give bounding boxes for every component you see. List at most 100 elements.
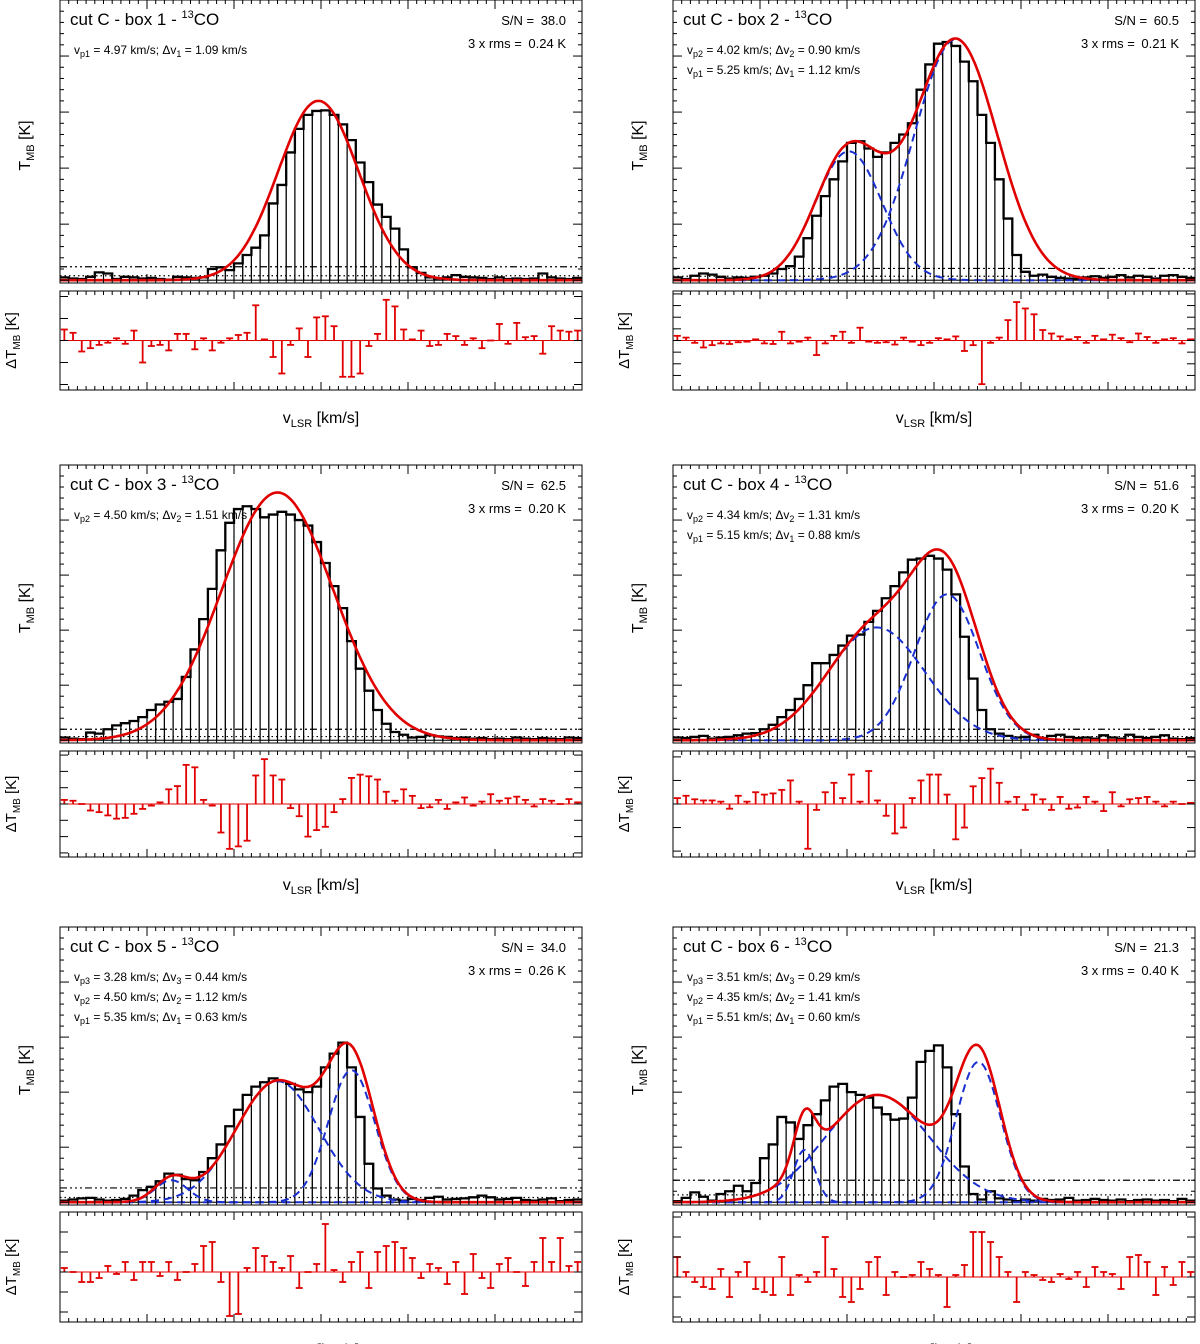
histogram-bar [294, 519, 305, 741]
rms-value: 3 x rms = 0.20 K [1081, 501, 1179, 516]
histogram-bar [259, 234, 270, 281]
residual-plot-area [60, 1223, 582, 1317]
residual-frame [672, 1211, 1196, 1323]
histogram-bar [242, 254, 252, 281]
histogram-bar [372, 709, 383, 741]
histogram-bar [337, 123, 348, 281]
residual-y-axis-label: ΔTMB [K] [3, 1239, 23, 1296]
y-axis-label: TMB [K] [17, 583, 37, 633]
histogram-bar [311, 1086, 322, 1203]
panel-5: TMB [K] cut C - box 5 - 13CO S/N = 34.0 3 x… [3, 926, 583, 1344]
histogram-bar [916, 558, 926, 741]
main-plot-area [60, 99, 582, 282]
x-axis-label: vLSR [km/s] [896, 1342, 973, 1344]
sn-value: S/N = 62.5 [501, 478, 566, 493]
sn-value: S/N = 51.6 [1114, 478, 1179, 493]
histogram-bar [942, 1066, 952, 1203]
panel-2: TMB [K] cut C - box 2 - 13CO S/N = 60.5 3 x… [616, 0, 1196, 430]
histogram-bar [276, 1080, 287, 1203]
histogram-bar [924, 63, 935, 281]
histogram-bar [863, 147, 874, 281]
histogram-bar [303, 114, 313, 281]
main-plot-area [60, 491, 582, 742]
residual-plot-area [673, 767, 1195, 850]
histogram-bar [268, 513, 279, 741]
panel-title: cut C - box 3 - 13CO [70, 474, 219, 494]
histogram-bar [968, 678, 979, 741]
histogram-bar [329, 1053, 339, 1203]
histogram-bar [802, 237, 813, 281]
y-axis-label: TMB [K] [17, 120, 37, 170]
histogram-bar [750, 1182, 761, 1203]
histogram-bar [259, 1081, 270, 1203]
histogram-bar [889, 142, 900, 281]
histogram-bar [120, 722, 131, 741]
panel-title: cut C - box 1 - 13CO [70, 9, 219, 29]
histogram-bar [881, 1113, 892, 1203]
histogram-bar [994, 178, 1005, 281]
rms-value: 3 x rms = 0.20 K [468, 501, 566, 516]
histogram-bar [811, 215, 822, 281]
histogram-bar [863, 1097, 874, 1203]
histogram-bar [811, 1113, 822, 1203]
residual-plot-area [60, 298, 582, 378]
histogram-bar [329, 585, 339, 741]
histogram-bar [916, 1061, 926, 1203]
residual-y-axis-label: ΔTMB [K] [3, 776, 23, 833]
histogram-bar [311, 110, 322, 281]
sn-value: S/N = 34.0 [501, 940, 566, 955]
component-parameters: vp3 = 3.28 km/s; Δv3 = 0.44 km/s [74, 970, 247, 986]
main-plot-area [673, 548, 1195, 742]
histogram-bar [855, 1094, 865, 1203]
histogram-bar [976, 114, 987, 281]
histogram-bar [207, 588, 218, 741]
histogram-bar [889, 1119, 900, 1203]
main-plot-area [60, 1041, 582, 1204]
histogram-bar [959, 61, 970, 281]
histogram-bar [959, 1165, 970, 1203]
sn-value: S/N = 60.5 [1114, 13, 1179, 28]
histogram-bar [881, 151, 892, 281]
histogram-bar [985, 728, 996, 741]
histogram-bar [268, 202, 279, 281]
y-axis-label: TMB [K] [630, 1045, 650, 1095]
histogram-bar [250, 508, 261, 741]
histogram-bar [189, 1179, 200, 1203]
histogram-bar [846, 635, 857, 741]
histogram-bar [146, 709, 157, 741]
histogram-bar [776, 268, 787, 281]
histogram-bar [950, 593, 961, 741]
histogram-bar [320, 562, 331, 741]
component-parameters: vp2 = 4.50 km/s; Δv2 = 1.12 km/s [74, 990, 247, 1006]
histogram-bar [285, 151, 296, 281]
component-parameters: vp2 = 4.02 km/s; Δv2 = 0.90 km/s [687, 43, 860, 59]
histogram-bar [181, 676, 192, 741]
histogram-bar [924, 1050, 935, 1203]
rms-value: 3 x rms = 0.26 K [468, 963, 566, 978]
histogram-bar [837, 1083, 848, 1203]
residual-y-axis-label: ΔTMB [K] [616, 776, 636, 833]
histogram-bar [802, 1124, 813, 1203]
histogram-bar [768, 1143, 778, 1203]
histogram-bar [898, 1118, 909, 1203]
histogram-bar [268, 1077, 279, 1203]
histogram-bar [924, 555, 935, 741]
histogram-bar [355, 1116, 366, 1203]
x-axis-label: vLSR [km/s] [283, 1342, 360, 1344]
component-parameters: vp1 = 5.35 km/s; Δv1 = 0.63 km/s [74, 1010, 247, 1026]
x-axis-label: vLSR [km/s] [283, 410, 360, 430]
rms-value: 3 x rms = 0.40 K [1081, 963, 1179, 978]
histogram-bar [959, 636, 970, 741]
panel-1: TMB [K] cut C - box 1 - 13CO S/N = 38.0 3 x… [3, 0, 583, 430]
histogram-bar [329, 114, 339, 281]
residual-y-axis-label: ΔTMB [K] [616, 312, 636, 369]
histogram-bar [172, 698, 183, 741]
histogram-bar [837, 645, 848, 741]
component-parameters: vp2 = 4.50 km/s; Δv2 = 1.51 km/s [74, 508, 247, 524]
histogram-bar [855, 634, 865, 741]
histogram-bar [337, 1042, 348, 1203]
histogram-bar [846, 142, 857, 281]
panel-title: cut C - box 4 - 13CO [683, 474, 832, 494]
histogram-bar [381, 723, 392, 741]
